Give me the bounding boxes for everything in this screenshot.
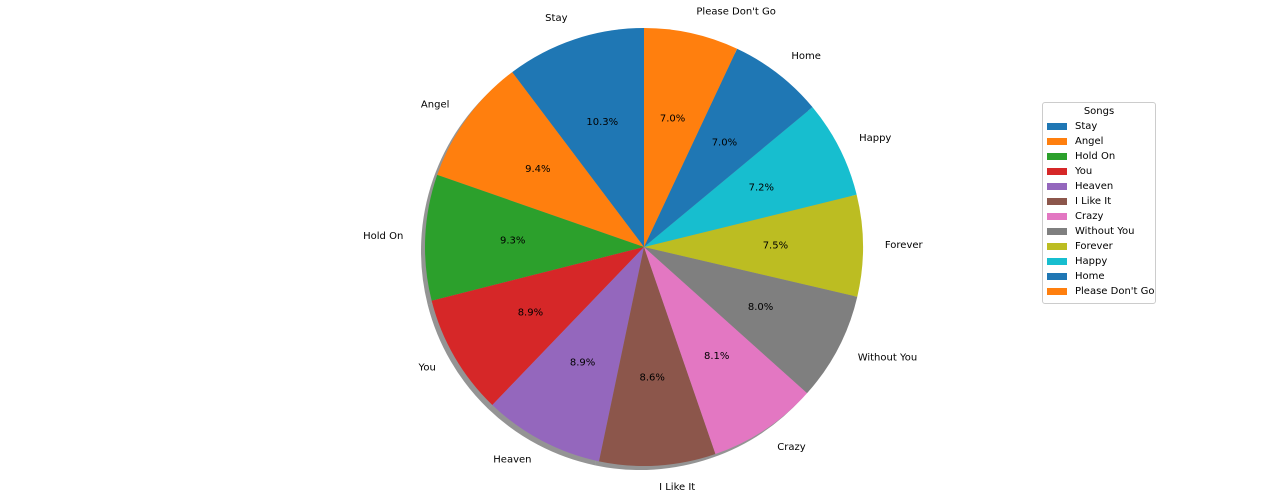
percent-label-please-don-t-go: 7.0% bbox=[660, 113, 685, 124]
legend-label: Home bbox=[1075, 271, 1105, 282]
category-label-happy: Happy bbox=[859, 133, 891, 144]
pie-slice-heaven bbox=[492, 247, 644, 462]
legend-item-without-you: Without You bbox=[1043, 224, 1155, 239]
percent-label-crazy: 8.1% bbox=[704, 351, 729, 362]
percent-label-happy: 7.2% bbox=[749, 182, 774, 193]
legend-item-you: You bbox=[1043, 164, 1155, 179]
pie-slice-happy bbox=[644, 107, 857, 247]
category-labels: Stay Angel Hold On You Heaven I Like It Crazy W… bbox=[363, 6, 924, 493]
legend-label: You bbox=[1075, 166, 1093, 177]
pie-slice-home bbox=[644, 48, 813, 248]
legend-swatch bbox=[1047, 213, 1067, 220]
legend-label: Please Don't Go bbox=[1075, 286, 1155, 297]
legend-swatch bbox=[1047, 183, 1067, 190]
category-label-please-don-t-go: Please Don't Go bbox=[696, 6, 776, 17]
pie-slice-stay bbox=[512, 28, 644, 247]
pie-slice-i-like-it bbox=[599, 247, 716, 467]
pie-slice-forever bbox=[644, 194, 864, 297]
legend: Songs Stay Angel Hold On You Heaven I Like It… bbox=[1042, 102, 1156, 304]
category-label-you: You bbox=[418, 363, 436, 374]
legend-label: I Like It bbox=[1075, 196, 1112, 207]
legend-item-home: Home bbox=[1043, 269, 1155, 284]
legend-item-crazy: Crazy bbox=[1043, 209, 1155, 224]
category-label-hold-on: Hold On bbox=[363, 231, 403, 242]
percent-label-stay: 10.3% bbox=[586, 117, 618, 128]
pie-slice-angel bbox=[437, 72, 644, 247]
legend-label: Stay bbox=[1075, 121, 1098, 132]
legend-swatch bbox=[1047, 243, 1067, 250]
percent-label-heaven: 8.9% bbox=[570, 358, 595, 369]
legend-swatch bbox=[1047, 123, 1067, 130]
category-label-i-like-it: I Like It bbox=[659, 482, 695, 493]
category-label-home: Home bbox=[791, 51, 821, 62]
pie-slice-hold-on bbox=[424, 174, 644, 301]
pie-slice-you bbox=[431, 247, 644, 405]
legend-swatch bbox=[1047, 153, 1067, 160]
category-label-crazy: Crazy bbox=[777, 442, 805, 453]
percent-label-forever: 7.5% bbox=[763, 241, 788, 252]
legend-item-forever: Forever bbox=[1043, 239, 1155, 254]
pie-slice-without-you bbox=[644, 247, 858, 394]
legend-swatch bbox=[1047, 273, 1067, 280]
category-label-without-you: Without You bbox=[858, 353, 918, 364]
legend-label: Forever bbox=[1075, 241, 1113, 252]
legend-item-heaven: Heaven bbox=[1043, 179, 1155, 194]
legend-item-stay: Stay bbox=[1043, 119, 1155, 134]
legend-label: Heaven bbox=[1075, 181, 1114, 192]
category-label-forever: Forever bbox=[885, 240, 924, 251]
legend-swatch bbox=[1047, 258, 1067, 265]
percent-label-without-you: 8.0% bbox=[748, 302, 773, 313]
legend-item-i-like-it: I Like It bbox=[1043, 194, 1155, 209]
legend-item-happy: Happy bbox=[1043, 254, 1155, 269]
pie-slice-crazy bbox=[644, 247, 808, 455]
legend-label: Without You bbox=[1075, 226, 1135, 237]
legend-label: Hold On bbox=[1075, 151, 1116, 162]
legend-items: Stay Angel Hold On You Heaven I Like It Crazy W… bbox=[1043, 119, 1155, 299]
legend-item-hold-on: Hold On bbox=[1043, 149, 1155, 164]
percent-label-angel: 9.4% bbox=[525, 164, 550, 175]
percent-label-you: 8.9% bbox=[518, 308, 543, 319]
pie-slices bbox=[424, 28, 864, 467]
legend-swatch bbox=[1047, 198, 1067, 205]
percent-label-hold-on: 9.3% bbox=[500, 236, 525, 247]
legend-title: Songs bbox=[1083, 106, 1115, 117]
legend-label: Angel bbox=[1075, 136, 1104, 147]
legend-label: Happy bbox=[1075, 256, 1108, 267]
legend-swatch bbox=[1047, 138, 1067, 145]
legend-swatch bbox=[1047, 228, 1067, 235]
legend-item-please-don-t-go: Please Don't Go bbox=[1043, 284, 1155, 299]
category-label-angel: Angel bbox=[421, 100, 449, 111]
legend-swatch bbox=[1047, 168, 1067, 175]
legend-item-angel: Angel bbox=[1043, 134, 1155, 149]
percent-labels: 10.3% 9.4% 9.3% 8.9% 8.9% 8.6% 8.1% 8.0% 7.5% 7.2… bbox=[500, 113, 788, 383]
percent-label-home: 7.0% bbox=[712, 138, 737, 149]
pie-slice-please-don-t-go bbox=[644, 28, 738, 247]
legend-swatch bbox=[1047, 288, 1067, 295]
category-label-heaven: Heaven bbox=[493, 455, 531, 466]
legend-label: Crazy bbox=[1075, 211, 1104, 222]
percent-label-i-like-it: 8.6% bbox=[639, 373, 664, 384]
category-label-stay: Stay bbox=[545, 13, 567, 24]
